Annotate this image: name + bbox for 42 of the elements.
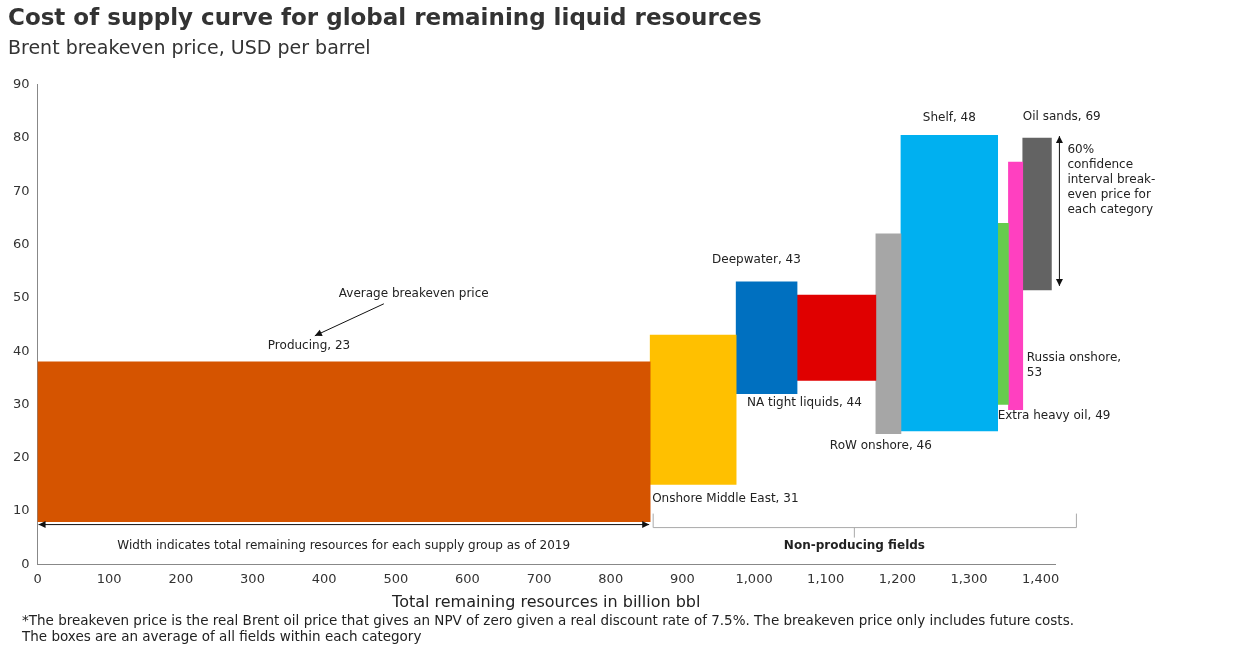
annotation: Oil sands, 69 bbox=[1022, 108, 1101, 124]
y-tick-label: 70 bbox=[13, 182, 30, 198]
annotation: Width indicates total remaining resources for each supply group as of 2019 bbox=[117, 538, 571, 554]
annotation: Shelf, 48 bbox=[922, 109, 976, 125]
x-tick-label: 100 bbox=[96, 571, 122, 587]
x-tick-label: 200 bbox=[168, 571, 194, 587]
chart-title: Cost of supply curve for global remaining liquid resources bbox=[8, 4, 762, 30]
x-tick-label: 700 bbox=[526, 571, 552, 587]
x-tick-label: 0 bbox=[33, 571, 42, 587]
x-tick-label: 1,200 bbox=[878, 571, 916, 587]
annotation: Extra heavy oil, 49 bbox=[997, 408, 1111, 424]
x-tick-label: 600 bbox=[455, 571, 480, 587]
annotation: Russia onshore, 53 bbox=[1026, 349, 1123, 380]
x-tick-label: 1,100 bbox=[807, 571, 845, 587]
y-tick-label: 20 bbox=[13, 449, 30, 465]
y-tick-label: 50 bbox=[13, 289, 30, 305]
annotation: NA tight liquids, 44 bbox=[747, 394, 862, 410]
x-tick-label: 400 bbox=[311, 571, 337, 587]
y-tick-label: 60 bbox=[13, 235, 30, 251]
y-tick-label: 80 bbox=[13, 129, 30, 145]
annotation: Non-producing fields bbox=[783, 538, 925, 554]
text: *The breakeven price is the real Brent oil price that gives an NPV of zero given a real discount rate of 7.5%. The breakeven price only includes future costs. The boxes are an average of all fields within each category bbox=[22, 612, 1075, 644]
x-tick-label: 500 bbox=[383, 571, 409, 587]
y-tick-label: 30 bbox=[13, 395, 30, 411]
y-tick-label: 40 bbox=[13, 342, 30, 358]
x-axis-title: Total remaining resources in billion bbl bbox=[391, 591, 701, 611]
chart-subtitle: Brent breakeven price, USD per barrel bbox=[8, 36, 371, 58]
x-tick-label: 1,300 bbox=[950, 571, 988, 587]
x-tick-label: 900 bbox=[670, 571, 695, 587]
annotation: RoW onshore, 46 bbox=[829, 438, 932, 454]
x-tick-label: 1,000 bbox=[735, 571, 773, 587]
annotation: Average breakeven price bbox=[338, 286, 489, 302]
annotation: Deepwater, 43 bbox=[712, 252, 801, 268]
annotation: Onshore Middle East, 31 bbox=[652, 490, 799, 506]
y-tick-label: 0 bbox=[21, 555, 30, 571]
x-tick-label: 800 bbox=[598, 571, 624, 587]
y-tick-label: 90 bbox=[13, 76, 30, 92]
x-tick-label: 1,400 bbox=[1022, 571, 1060, 587]
x-tick-label: 300 bbox=[240, 571, 265, 587]
text: 60% confidence interval break-even price for each category bbox=[1067, 142, 1157, 218]
y-tick-label: 10 bbox=[13, 502, 30, 518]
annotation: Producing, 23 bbox=[267, 338, 351, 354]
